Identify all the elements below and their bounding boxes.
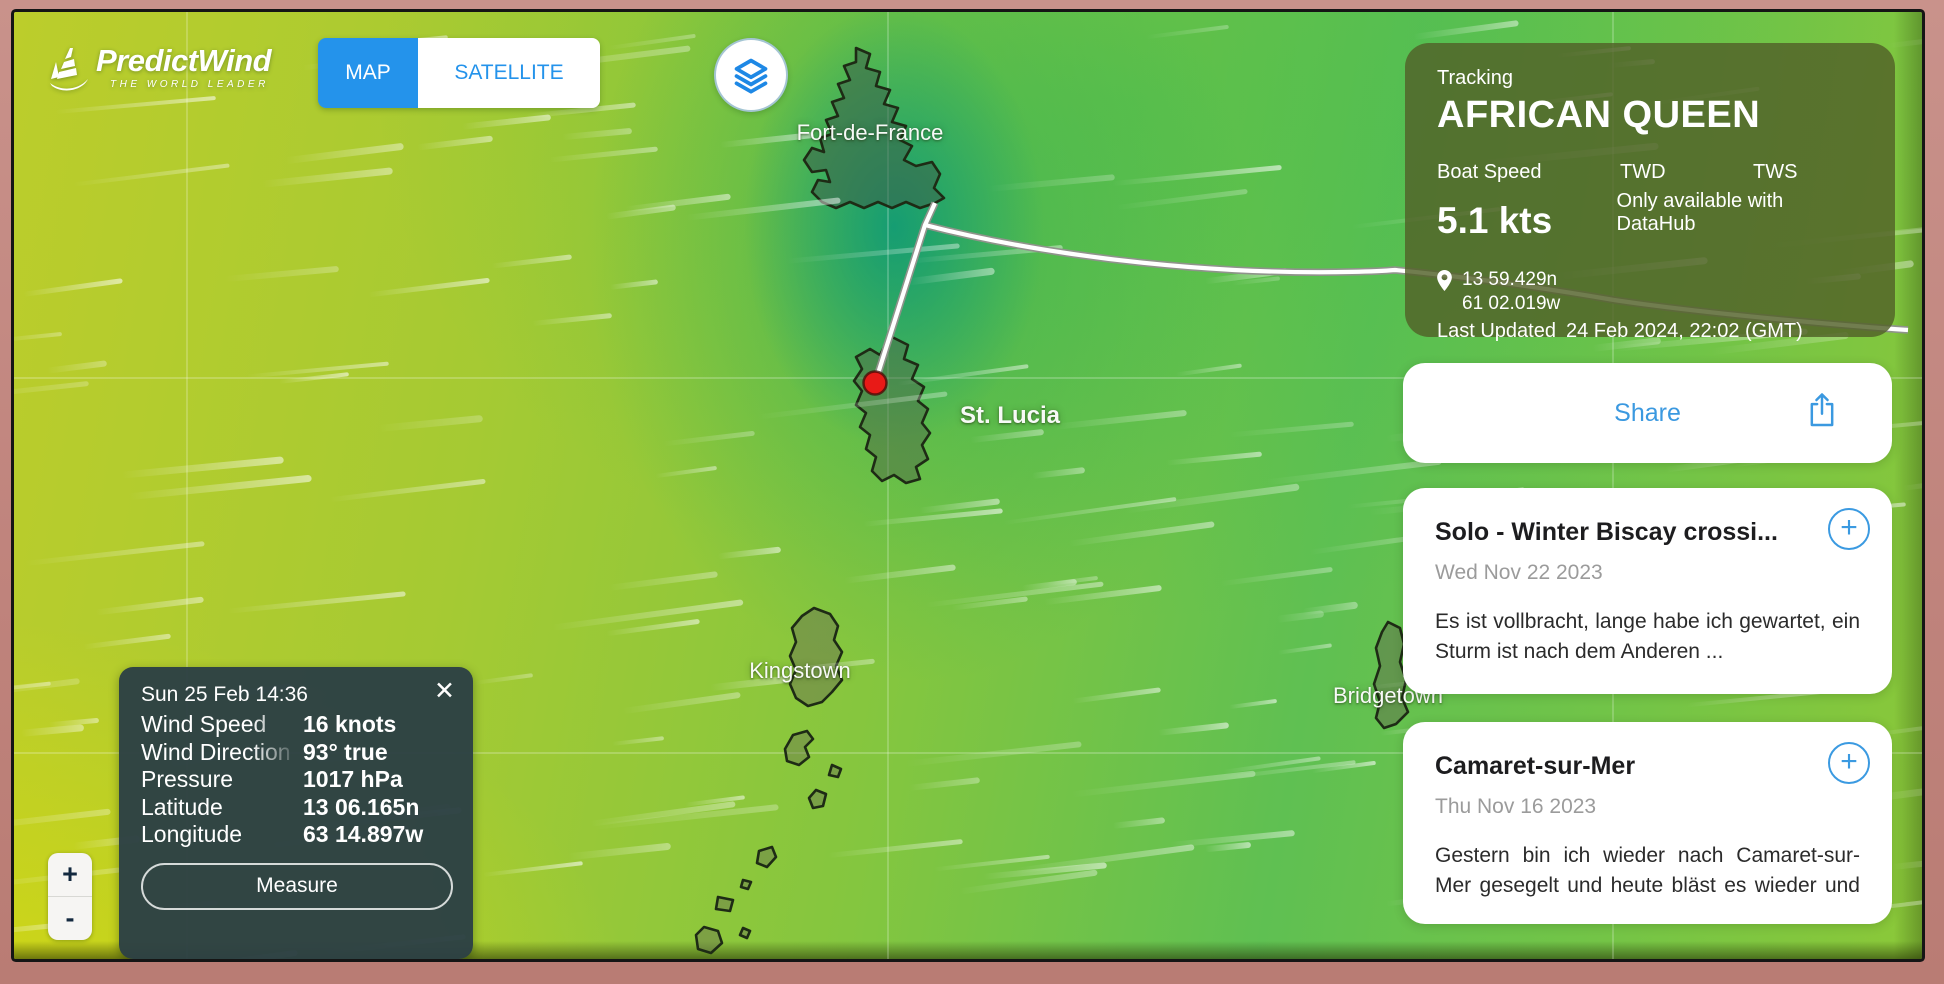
island-st-vincent [788, 606, 844, 708]
satellite-toggle-button[interactable]: SATELLITE [418, 38, 600, 108]
basemap-toggle: MAP SATELLITE [318, 38, 600, 108]
stats-value-row: 5.1 kts Only available with DataHub [1437, 190, 1863, 242]
last-updated-value: 24 Feb 2024, 22:02 (GMT) [1565, 320, 1803, 342]
zoom-in-button[interactable]: + [48, 853, 92, 897]
post-title: Camaret-sur-Mer [1435, 752, 1636, 780]
popup-row: Wind Speed 16 knots [141, 711, 453, 739]
stats-header-row: Boat Speed TWD TWS [1437, 161, 1863, 184]
islet-5 [714, 895, 735, 913]
islet-4 [739, 878, 753, 891]
popup-datetime: Sun 25 Feb 14:36 [141, 683, 308, 706]
wind-speed-label: Wind Speed [141, 711, 267, 737]
post-date: Wed Nov 22 2023 [1435, 561, 1603, 584]
island-martinique [802, 46, 946, 210]
share-button[interactable]: Share [1403, 363, 1892, 463]
latitude-value: 13 59.429n [1462, 269, 1558, 290]
brand-name: PredictWind [96, 43, 272, 78]
popup-row: Wind Direction 93° true [141, 739, 453, 767]
post-date: Thu Nov 16 2023 [1435, 795, 1597, 818]
wind-speed-value: 16 knots [303, 711, 397, 737]
tws-label: TWS [1753, 161, 1798, 183]
location-pin-icon [1437, 270, 1452, 291]
wind-direction-value: 93° true [303, 738, 388, 765]
boat-speed-value: 5.1 kts [1437, 200, 1553, 241]
map-toggle-button[interactable]: MAP [318, 38, 418, 108]
datahub-note: Only available with DataHub [1616, 190, 1784, 235]
wind-direction-label: Wind Direction [141, 738, 291, 765]
sailboat-icon [50, 48, 88, 91]
popup-row: Longitude 63 14.897w [141, 821, 453, 849]
longitude-value: 61 02.019w [1462, 293, 1561, 314]
share-icon [1810, 393, 1834, 427]
zoom-out-button[interactable]: - [65, 903, 75, 933]
expand-post-button[interactable]: + [1828, 742, 1870, 784]
place-label-kingstown: Kingstown [749, 658, 851, 683]
island-bequia [783, 729, 815, 767]
tracking-section-label: Tracking [1437, 67, 1513, 89]
twd-label: TWD [1620, 161, 1666, 183]
island-barbados [1372, 620, 1410, 730]
layers-button[interactable] [714, 38, 788, 112]
position-block: 13 59.429n 61 02.019w [1437, 268, 1863, 316]
latitude-label: Latitude [141, 793, 223, 820]
measure-button[interactable]: Measure [141, 862, 453, 910]
boat-speed-label: Boat Speed [1437, 161, 1542, 183]
boat-name: AFRICAN QUEEN [1437, 94, 1761, 136]
longitude-value: 63 14.897w [303, 821, 424, 847]
longitude-label: Longitude [141, 821, 243, 847]
expand-post-button[interactable]: + [1828, 508, 1870, 550]
islet-2 [807, 788, 828, 810]
predictwind-logo: PredictWind THE WORLD LEADER [48, 43, 272, 94]
brand-tagline: THE WORLD LEADER [110, 79, 269, 90]
pressure-label: Pressure [141, 766, 234, 792]
post-card-camaret[interactable]: Camaret-sur-Mer Thu Nov 16 2023 Gestern … [1403, 722, 1892, 924]
close-icon[interactable]: ✕ [434, 677, 455, 705]
tracking-panel: Tracking AFRICAN QUEEN Boat Speed TWD TW… [1405, 43, 1895, 342]
post-excerpt: Gestern bin ich wieder nach Camaret-sur-… [1435, 844, 1860, 897]
popup-row: Pressure 1017 hPa [141, 766, 453, 794]
layers-icon [734, 58, 768, 94]
boat-position-marker[interactable] [862, 370, 888, 396]
islet-6 [694, 925, 724, 955]
post-title: Solo - Winter Biscay crossi... [1435, 518, 1778, 546]
last-updated-row: Last Updated 24 Feb 2024, 22:02 (GMT) [1437, 320, 1863, 343]
latitude-value: 13 06.165n [303, 793, 420, 820]
share-label: Share [1614, 398, 1681, 427]
last-updated-label: Last Updated [1437, 320, 1556, 342]
popup-row: Latitude 13 06.165n [141, 794, 453, 822]
map-viewport[interactable]: Fort-de-France St. Lucia Kingstown Bridg… [14, 12, 1922, 959]
place-label-fort-de-france: Fort-de-France [796, 120, 944, 145]
post-excerpt: Es ist vollbracht, lange habe ich gewart… [1435, 610, 1860, 663]
post-card-biscay[interactable]: Solo - Winter Biscay crossi... Wed Nov 2… [1403, 488, 1892, 694]
islet-3 [755, 845, 778, 869]
pressure-value: 1017 hPa [303, 766, 403, 792]
islet-1 [827, 763, 843, 779]
place-label-st-lucia: St. Lucia [959, 402, 1061, 429]
weather-info-popup: ✕ Sun 25 Feb 14:36 Wind Speed 16 knots W… [119, 667, 473, 959]
zoom-controls: + - [48, 853, 92, 940]
islet-7 [738, 926, 752, 940]
